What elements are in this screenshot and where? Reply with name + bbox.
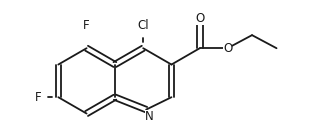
Text: F: F <box>35 91 42 104</box>
Text: O: O <box>223 42 232 55</box>
Text: N: N <box>145 110 154 123</box>
Text: Cl: Cl <box>137 19 149 32</box>
Text: F: F <box>83 19 90 32</box>
Text: O: O <box>195 12 204 25</box>
